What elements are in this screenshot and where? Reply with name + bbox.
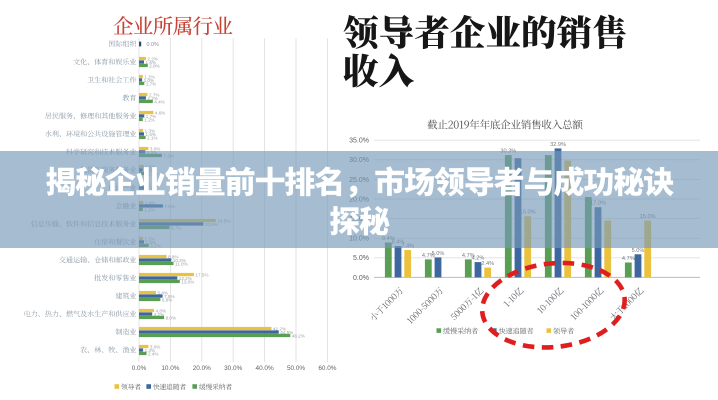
svg-text:4.8%: 4.8%: [156, 308, 166, 313]
svg-text:7.5%: 7.5%: [164, 294, 174, 299]
svg-text:2.4%: 2.4%: [148, 351, 158, 356]
svg-text:1.2%: 1.2%: [144, 75, 154, 80]
svg-text:30.0%: 30.0%: [224, 365, 242, 372]
svg-text:13.0%: 13.0%: [181, 279, 194, 284]
svg-text:1.6%: 1.6%: [146, 132, 156, 137]
svg-text:4.7%: 4.7%: [422, 253, 435, 259]
svg-text:2.8%: 2.8%: [149, 63, 159, 68]
svg-text:48.2%: 48.2%: [292, 333, 305, 338]
svg-text:1.2%: 1.2%: [144, 117, 154, 122]
svg-text:2.4%: 2.4%: [481, 261, 494, 267]
svg-text:5.0%: 5.0%: [353, 255, 369, 262]
svg-text:1.7%: 1.7%: [146, 81, 156, 86]
svg-text:32.9%: 32.9%: [550, 142, 566, 148]
svg-text:8.8%: 8.8%: [168, 254, 178, 259]
svg-text:2.1%: 2.1%: [147, 135, 157, 140]
svg-text:1.6%: 1.6%: [146, 60, 156, 65]
svg-text:6.8%: 6.8%: [162, 297, 172, 302]
svg-text:8.0%: 8.0%: [166, 315, 176, 320]
svg-text:20.0%: 20.0%: [193, 365, 211, 372]
svg-text:1.0%: 1.0%: [144, 78, 154, 83]
svg-text:17.5%: 17.5%: [195, 272, 208, 277]
svg-text:4.2%: 4.2%: [472, 256, 485, 262]
svg-text:3.0%: 3.0%: [150, 344, 160, 349]
svg-text:35.0%: 35.0%: [349, 138, 369, 145]
svg-text:5.4%: 5.4%: [158, 290, 168, 295]
svg-text:10.3%: 10.3%: [173, 258, 186, 263]
svg-text:0.0%: 0.0%: [353, 275, 369, 282]
svg-text:4.7%: 4.7%: [622, 256, 635, 262]
svg-text:44.5%: 44.5%: [280, 330, 293, 335]
svg-text:4.7%: 4.7%: [462, 253, 475, 259]
svg-text:4.4%: 4.4%: [154, 99, 164, 104]
svg-text:50.0%: 50.0%: [287, 365, 305, 372]
svg-text:42.2%: 42.2%: [273, 326, 286, 331]
svg-text:2.2%: 2.2%: [147, 56, 157, 61]
svg-text:1.3%: 1.3%: [145, 348, 155, 353]
svg-text:10.0%: 10.0%: [161, 365, 179, 372]
svg-text:12.2%: 12.2%: [179, 276, 192, 281]
svg-text:0.0%: 0.0%: [147, 42, 159, 48]
svg-text:1.7%: 1.7%: [146, 114, 156, 119]
svg-text:2.7%: 2.7%: [149, 93, 159, 98]
svg-text:60.0%: 60.0%: [318, 365, 336, 372]
svg-text:4.6%: 4.6%: [155, 111, 165, 116]
svg-text:40.0%: 40.0%: [256, 365, 274, 372]
svg-text:2.2%: 2.2%: [147, 96, 157, 101]
svg-text:0.0%: 0.0%: [132, 365, 147, 372]
svg-text:5.0%: 5.0%: [632, 248, 645, 254]
svg-text:11.0%: 11.0%: [175, 261, 188, 266]
svg-text:5.0%: 5.0%: [432, 251, 445, 257]
svg-text:3.0%: 3.0%: [150, 147, 160, 152]
svg-text:1.3%: 1.3%: [145, 129, 155, 134]
svg-text:4.2%: 4.2%: [154, 312, 164, 317]
